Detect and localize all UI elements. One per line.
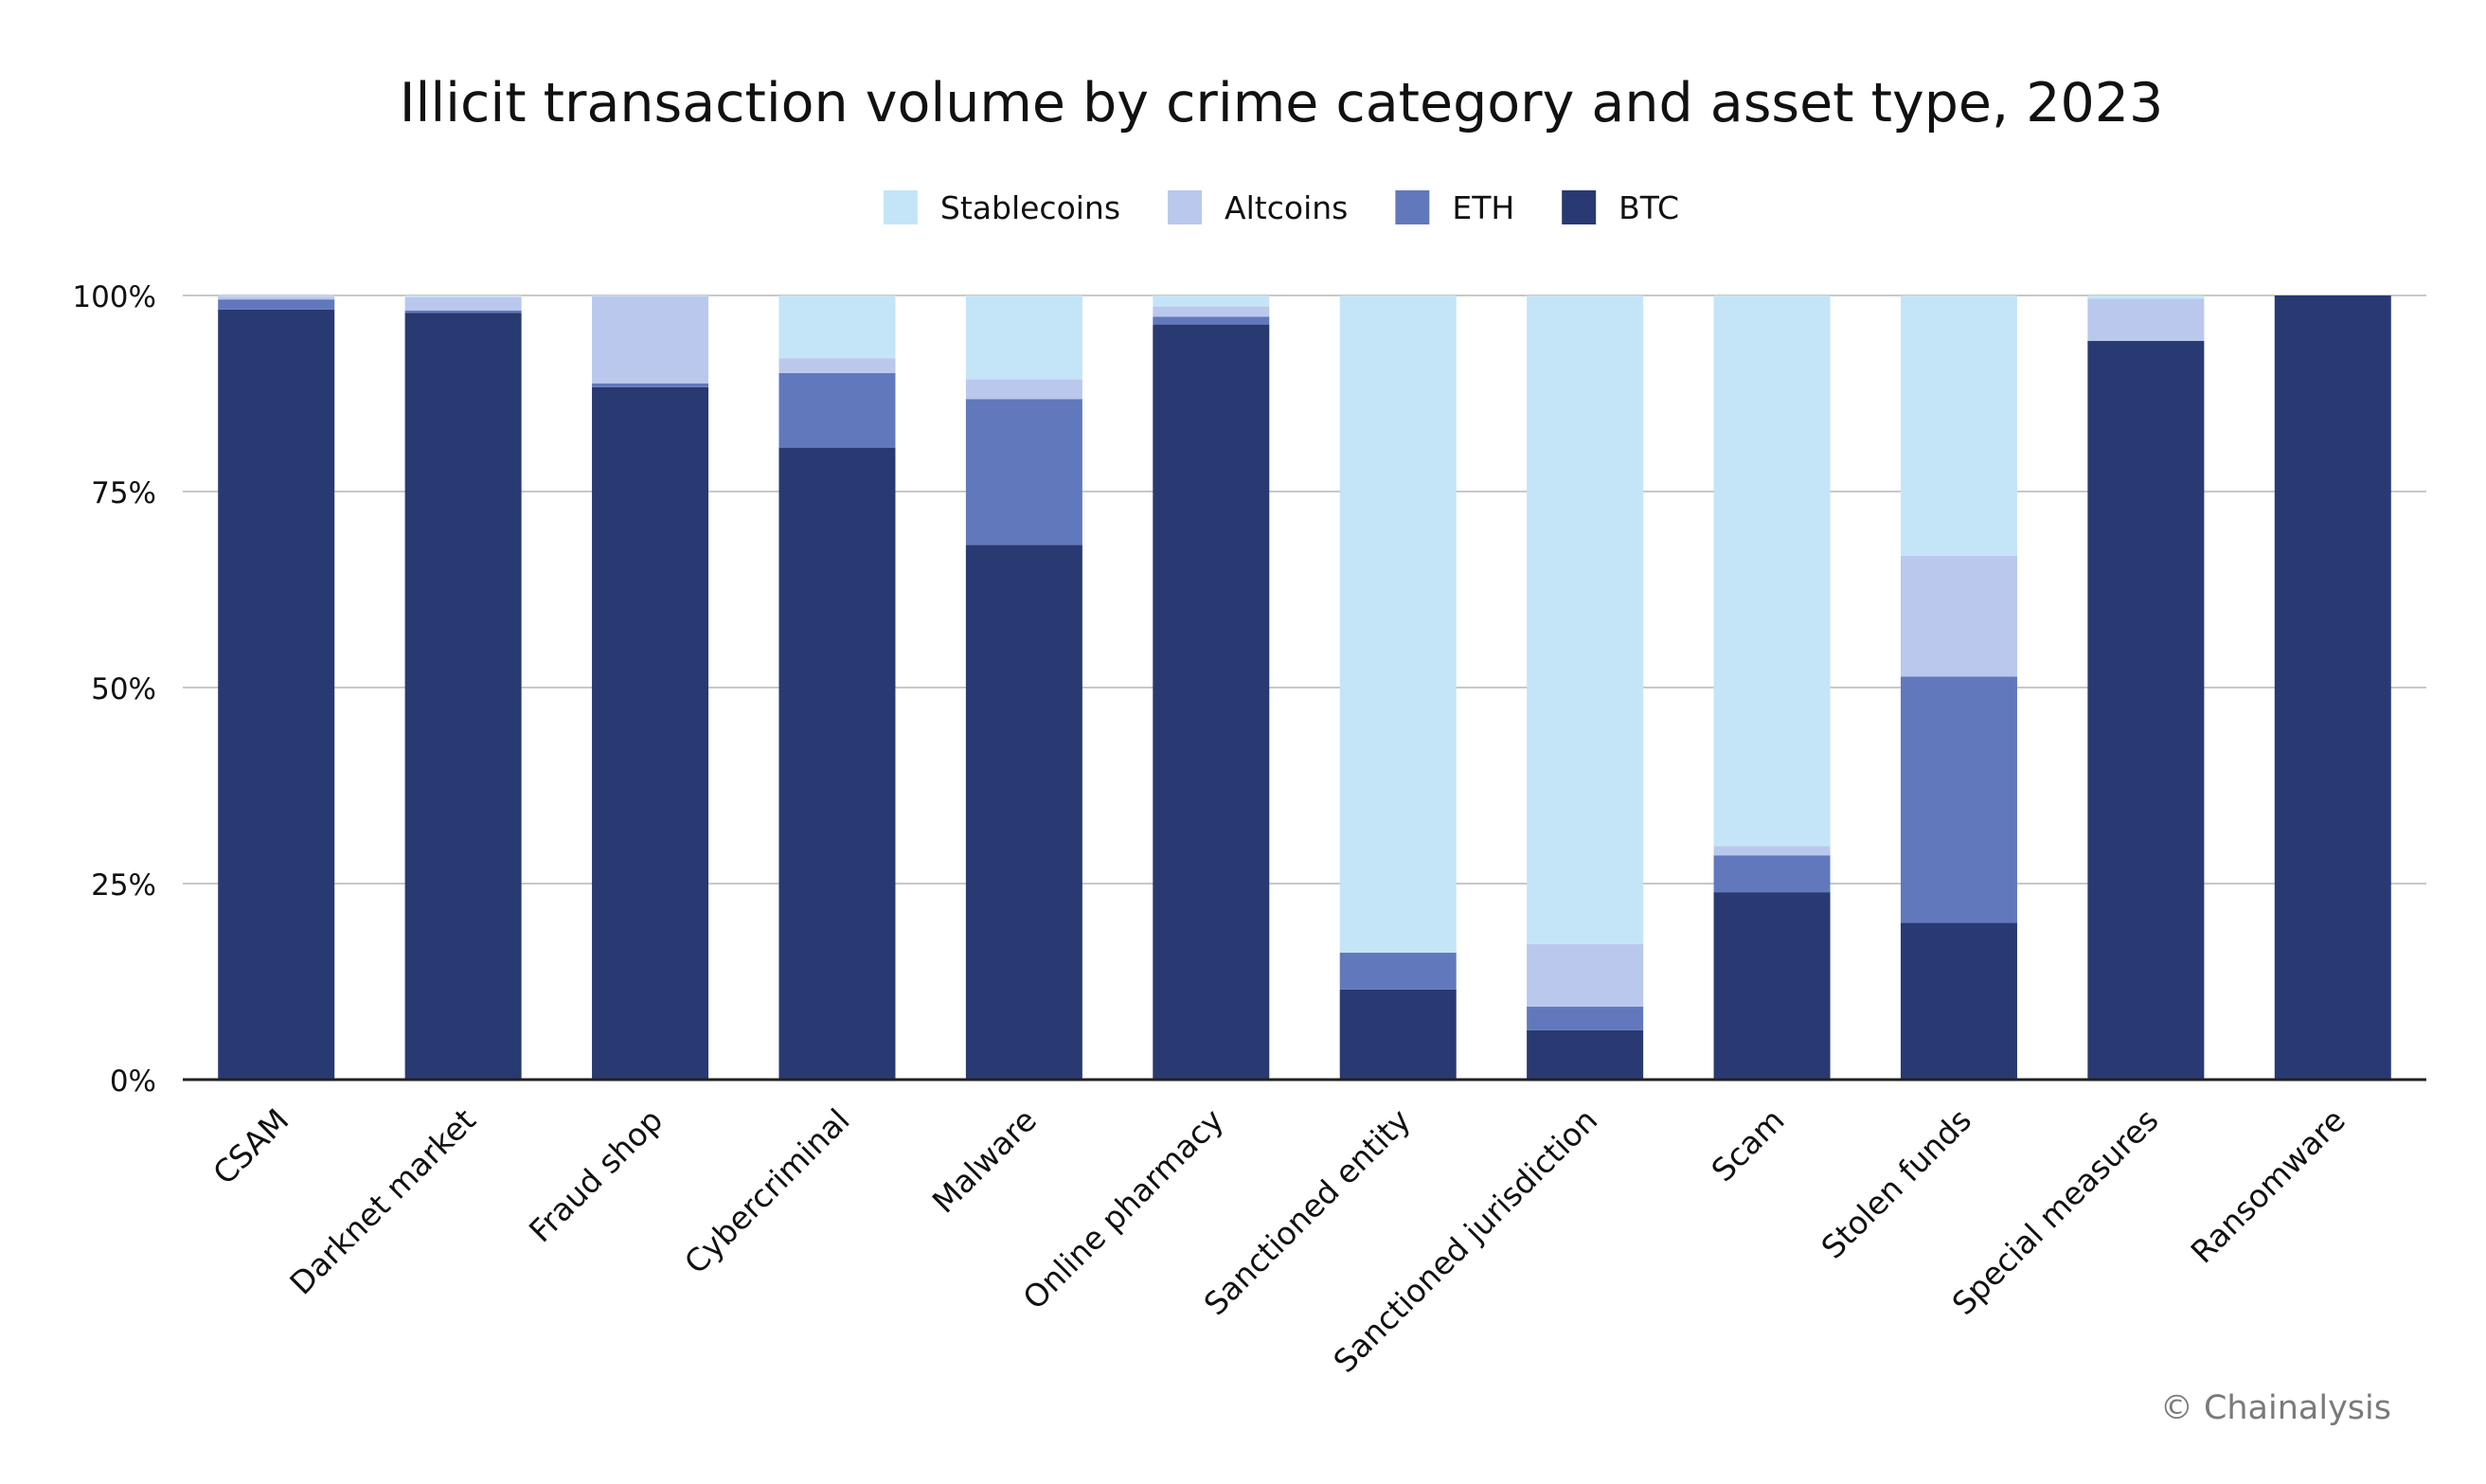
bar-malware-eth — [965, 399, 1082, 545]
bar-csam-eth — [218, 299, 335, 310]
bar-csam-btc — [218, 309, 335, 1080]
y-tick-label-100: 100% — [72, 280, 156, 314]
bar-sanctioned-jurisdiction-altcoins — [1527, 943, 1644, 1007]
bar-sanctioned-jurisdiction-stablecoins — [1527, 295, 1644, 944]
bar-stack-sanctioned-jurisdiction — [1527, 295, 1644, 1080]
bar-scam-btc — [1713, 892, 1831, 1080]
bar-darknet-market-altcoins — [404, 296, 522, 311]
bar-stack-sanctioned-entity — [1339, 295, 1457, 1080]
bar-scam-stablecoins — [1713, 295, 1831, 847]
bar-special-measures-btc — [2087, 341, 2205, 1080]
bar-fraud-shop-eth — [592, 383, 709, 387]
bar-stack-fraud-shop — [592, 295, 709, 1081]
bar-sanctioned-entity-stablecoins — [1339, 295, 1457, 953]
x-tick-label-csam: CSAM — [206, 1101, 295, 1191]
bar-scam-altcoins — [1713, 846, 1831, 856]
y-tick-label-75: 75% — [91, 476, 156, 510]
bar-sanctioned-entity-eth — [1339, 952, 1457, 990]
bar-sanctioned-entity-btc — [1339, 989, 1457, 1080]
legend-swatch-stablecoins — [883, 190, 918, 224]
bar-scam-eth — [1713, 855, 1831, 893]
bar-cybercriminal-stablecoins — [778, 295, 896, 359]
bar-stolen-funds-eth — [1900, 676, 2017, 923]
x-tick-label-stolen-funds: Stolen funds — [1814, 1101, 1978, 1266]
bar-cybercriminal-eth — [778, 372, 896, 448]
bar-online-pharmacy-altcoins — [1153, 306, 1270, 317]
x-tick-label-sanctioned-entity: Sanctioned entity — [1197, 1101, 1418, 1322]
bar-cybercriminal-btc — [778, 447, 896, 1081]
x-tick-label-darknet-market: Darknet market — [282, 1101, 483, 1302]
bar-fraud-shop-altcoins — [592, 295, 709, 384]
legend-item-eth: ETH — [1395, 189, 1514, 226]
bar-stack-ransomware — [2274, 295, 2391, 1080]
bar-stack-special-measures — [2087, 295, 2205, 1080]
bar-stack-stolen-funds — [1900, 295, 2017, 1080]
bar-ransomware-btc — [2274, 295, 2391, 1080]
x-tick-label-fraud-shop: Fraud shop — [522, 1101, 670, 1249]
bar-fraud-shop-stablecoins — [592, 295, 709, 296]
bar-special-measures-altcoins — [2087, 298, 2205, 342]
y-tick-label-0: 0% — [110, 1064, 156, 1099]
bar-stolen-funds-altcoins — [1900, 555, 2017, 677]
bar-sanctioned-jurisdiction-btc — [1527, 1029, 1644, 1080]
bar-online-pharmacy-eth — [1153, 316, 1270, 325]
legend-label-eth: ETH — [1452, 189, 1514, 226]
legend-item-stablecoins: Stablecoins — [883, 189, 1120, 226]
legend-swatch-eth — [1395, 190, 1430, 224]
y-tick-label-25: 25% — [91, 868, 156, 903]
bar-cybercriminal-altcoins — [778, 358, 896, 373]
x-tick-label-malware: Malware — [925, 1101, 1044, 1220]
chart-title: Illicit transaction volume by crime cate… — [400, 72, 2164, 134]
bar-stolen-funds-stablecoins — [1900, 295, 2017, 556]
bars — [218, 295, 2391, 1081]
bar-stack-csam — [218, 295, 335, 1080]
bar-special-measures-stablecoins — [2087, 295, 2205, 299]
bar-darknet-market-stablecoins — [404, 295, 522, 297]
bar-darknet-market-btc — [404, 313, 522, 1080]
grid-lines — [183, 295, 2426, 885]
bar-malware-stablecoins — [965, 295, 1082, 380]
bar-stack-malware — [965, 295, 1082, 1080]
bar-online-pharmacy-stablecoins — [1153, 295, 1270, 307]
legend-label-altcoins: Altcoins — [1225, 189, 1348, 226]
legend-label-btc: BTC — [1619, 189, 1679, 226]
legend: Stablecoins Altcoins ETH BTC — [883, 189, 1679, 226]
bar-stack-darknet-market — [404, 295, 522, 1080]
bar-fraud-shop-btc — [592, 386, 709, 1081]
source-note: © Chainalysis — [2160, 1389, 2391, 1427]
bar-stack-online-pharmacy — [1153, 295, 1270, 1080]
legend-item-altcoins: Altcoins — [1168, 189, 1348, 226]
bar-malware-altcoins — [965, 379, 1082, 400]
legend-swatch-altcoins — [1168, 190, 1203, 224]
x-tick-label-scam: Scam — [1704, 1101, 1791, 1189]
legend-item-btc: BTC — [1562, 189, 1679, 226]
bar-stack-cybercriminal — [778, 295, 896, 1081]
legend-label-stablecoins: Stablecoins — [940, 189, 1120, 226]
x-tick-label-cybercriminal: Cybercriminal — [677, 1101, 857, 1281]
y-tick-label-50: 50% — [91, 672, 156, 706]
x-tick-label-online-pharmacy: Online pharmacy — [1015, 1101, 1230, 1316]
bar-online-pharmacy-btc — [1153, 324, 1270, 1080]
x-tick-label-ransomware: Ransomware — [2184, 1101, 2352, 1270]
x-tick-label-special-measures: Special measures — [1945, 1101, 2166, 1322]
bar-stack-scam — [1713, 295, 1831, 1080]
bar-csam-stablecoins — [218, 295, 335, 296]
bar-darknet-market-eth — [404, 310, 522, 313]
bar-sanctioned-jurisdiction-eth — [1527, 1006, 1644, 1030]
bar-csam-altcoins — [218, 295, 335, 300]
bar-malware-btc — [965, 545, 1082, 1080]
bar-stolen-funds-btc — [1900, 922, 2017, 1080]
legend-swatch-btc — [1562, 190, 1597, 224]
